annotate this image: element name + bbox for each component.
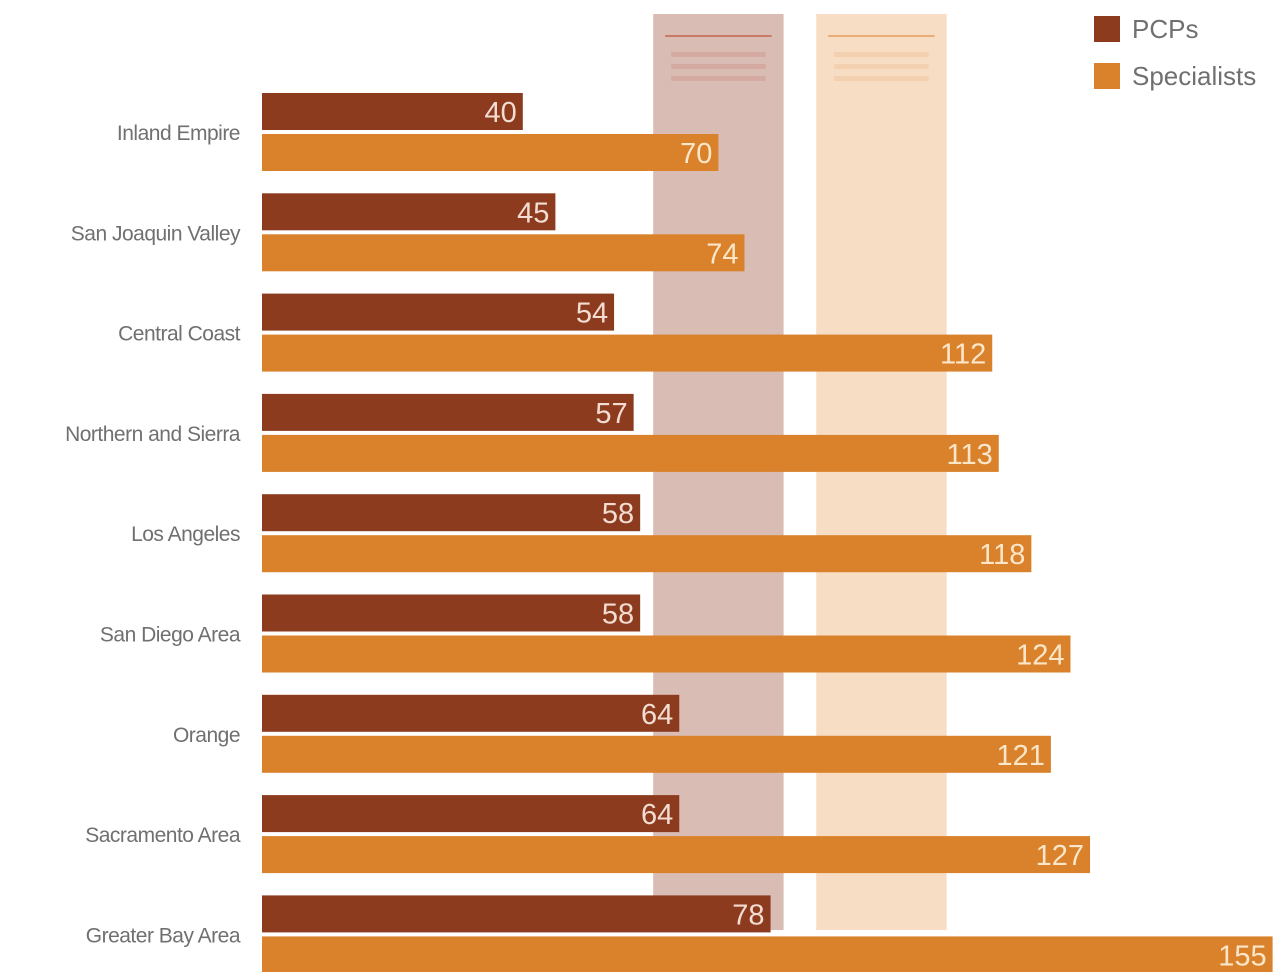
data-label-pcps-sacramento-area: 64 bbox=[641, 799, 673, 831]
bar-pcps-san-joaquin-valley bbox=[262, 193, 556, 231]
data-label-pcps-orange: 64 bbox=[641, 699, 673, 731]
data-label-specialists-northern-and-sierra: 113 bbox=[947, 439, 993, 471]
data-label-specialists-greater-bay-area: 155 bbox=[1218, 940, 1266, 972]
bar-pcps-central-coast bbox=[262, 293, 615, 331]
data-label-specialists-los-angeles: 118 bbox=[979, 539, 1025, 571]
data-label-specialists-san-joaquin-valley: 74 bbox=[706, 238, 738, 270]
bar-pcps-san-diego-area bbox=[262, 594, 641, 632]
bar-specialists-greater-bay-area bbox=[262, 936, 1273, 972]
category-label-central-coast: Central Coast bbox=[118, 323, 241, 346]
bar-specialists-central-coast bbox=[262, 334, 993, 372]
data-label-specialists-sacramento-area: 127 bbox=[1036, 840, 1084, 872]
reference-band-2 bbox=[816, 14, 947, 930]
bar-pcps-orange bbox=[262, 694, 680, 732]
bar-pcps-inland-empire bbox=[262, 93, 523, 130]
legend: PCPs Specialists bbox=[1094, 14, 1256, 91]
data-label-pcps-inland-empire: 40 bbox=[485, 97, 517, 129]
bar-specialists-san-joaquin-valley bbox=[262, 234, 745, 272]
bar-pcps-sacramento-area bbox=[262, 795, 680, 833]
reference-band-header-note bbox=[671, 76, 766, 81]
category-label-inland-empire: Inland Empire bbox=[117, 122, 240, 145]
category-label-los-angeles: Los Angeles bbox=[131, 523, 240, 546]
bar-pcps-northern-and-sierra bbox=[262, 393, 634, 431]
data-label-pcps-greater-bay-area: 78 bbox=[732, 899, 764, 931]
data-label-pcps-los-angeles: 58 bbox=[602, 498, 634, 530]
data-label-pcps-northern-and-sierra: 57 bbox=[595, 398, 627, 430]
category-label-greater-bay-area: Greater Bay Area bbox=[86, 924, 241, 947]
legend-swatch-specialists bbox=[1094, 63, 1120, 89]
reference-band-header-note bbox=[671, 52, 766, 57]
bar-pcps-los-angeles bbox=[262, 494, 641, 532]
bar-specialists-san-diego-area bbox=[262, 635, 1071, 673]
category-label-orange: Orange bbox=[173, 724, 240, 747]
bar-specialists-sacramento-area bbox=[262, 836, 1091, 874]
category-label-san-diego-area: San Diego Area bbox=[100, 624, 241, 647]
category-label-sacramento-area: Sacramento Area bbox=[85, 824, 241, 847]
reference-band-header-note bbox=[671, 64, 766, 69]
data-label-specialists-central-coast: 112 bbox=[940, 339, 986, 371]
legend-label-pcps: PCPs bbox=[1132, 14, 1198, 44]
data-label-specialists-inland-empire: 70 bbox=[680, 138, 712, 170]
bar-specialists-northern-and-sierra bbox=[262, 434, 999, 472]
bar-pcps-greater-bay-area bbox=[262, 895, 771, 933]
legend-label-specialists: Specialists bbox=[1132, 61, 1256, 91]
reference-band-header-note bbox=[834, 76, 929, 81]
data-label-pcps-san-diego-area: 58 bbox=[602, 599, 634, 631]
category-label-northern-and-sierra: Northern and Sierra bbox=[65, 423, 241, 446]
data-label-pcps-san-joaquin-valley: 45 bbox=[517, 197, 549, 229]
legend-swatch-pcps bbox=[1094, 16, 1120, 42]
category-label-san-joaquin-valley: San Joaquin Valley bbox=[71, 222, 241, 245]
bar-specialists-los-angeles bbox=[262, 535, 1032, 573]
data-label-specialists-orange: 121 bbox=[997, 740, 1045, 772]
reference-band-header-note bbox=[834, 64, 929, 69]
bar-specialists-inland-empire bbox=[262, 134, 719, 171]
bar-specialists-orange bbox=[262, 735, 1051, 773]
reference-band-header-note bbox=[834, 52, 929, 57]
data-label-pcps-central-coast: 54 bbox=[576, 298, 608, 330]
data-label-specialists-san-diego-area: 124 bbox=[1016, 640, 1064, 672]
bar-group: 40 70 45 74 54 112 57 113 58 118 58 124 64 121 64 127 78… bbox=[262, 93, 1273, 972]
category-labels: Inland Empire San Joaquin Valley Central C… bbox=[65, 122, 241, 947]
